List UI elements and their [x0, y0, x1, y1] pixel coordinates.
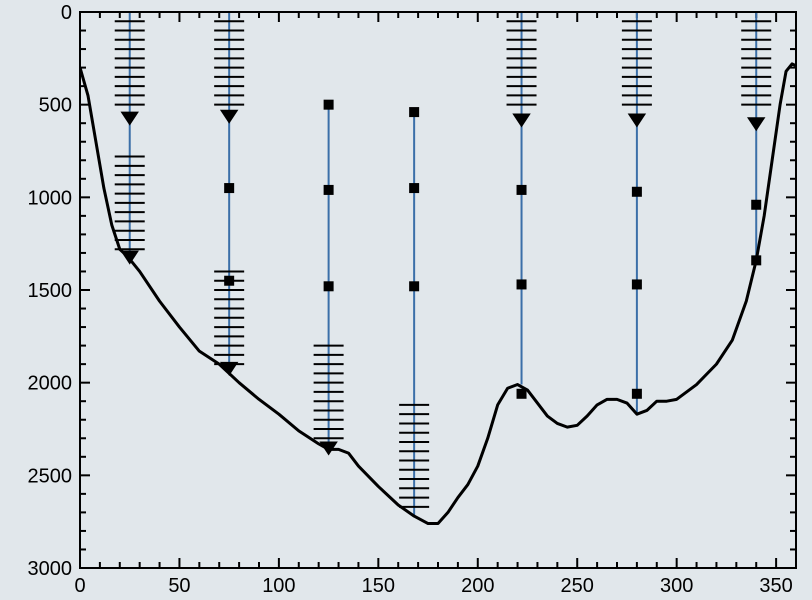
- square-marker: [324, 281, 334, 291]
- x-tick-label: 200: [461, 575, 494, 597]
- y-tick-label: 3000: [28, 558, 73, 580]
- square-marker: [517, 279, 527, 289]
- x-tick-label: 300: [660, 575, 693, 597]
- depth-profile-chart: { "canvas": { "w": 812, "h": 600 }, "plo…: [0, 0, 812, 600]
- y-tick-label: 2000: [28, 373, 73, 395]
- square-marker: [632, 187, 642, 197]
- square-marker: [517, 185, 527, 195]
- y-tick-label: 2500: [28, 465, 73, 487]
- square-marker: [632, 389, 642, 399]
- x-tick-label: 250: [561, 575, 594, 597]
- square-marker: [409, 281, 419, 291]
- square-marker: [409, 107, 419, 117]
- y-tick-label: 1000: [28, 187, 73, 209]
- square-marker: [324, 100, 334, 110]
- y-tick-label: 0: [61, 2, 72, 24]
- chart-svg: 0 50 100 150 200 250 300 350 0 500 1000 1500 2000 250…: [0, 0, 812, 600]
- y-tick-label: 500: [39, 95, 72, 117]
- square-marker: [224, 276, 234, 286]
- x-tick-label: 50: [168, 575, 190, 597]
- square-marker: [224, 183, 234, 193]
- square-marker: [751, 200, 761, 210]
- x-tick-label: 350: [759, 575, 792, 597]
- square-marker: [632, 279, 642, 289]
- x-tick-label: 100: [262, 575, 295, 597]
- x-tick-label: 150: [362, 575, 395, 597]
- y-tick-label: 1500: [28, 280, 73, 302]
- square-marker: [324, 185, 334, 195]
- x-tick-label: 0: [74, 575, 85, 597]
- square-marker: [409, 183, 419, 193]
